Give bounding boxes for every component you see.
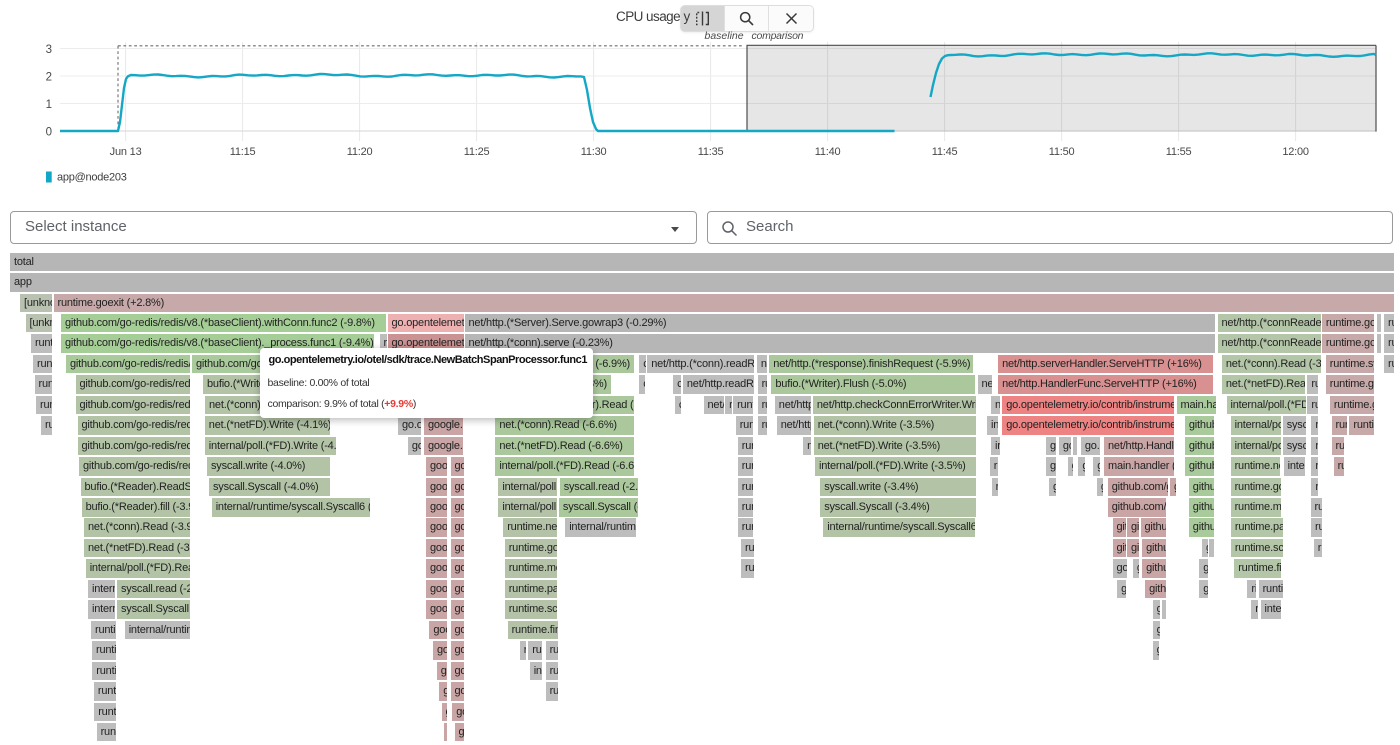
- svg-text:11:45: 11:45: [932, 146, 958, 158]
- svg-text:11:35: 11:35: [698, 146, 724, 158]
- svg-text:12:00: 12:00: [1282, 146, 1309, 158]
- svg-text:11:55: 11:55: [1166, 146, 1192, 158]
- svg-text:app@node203: app@node203: [57, 172, 127, 184]
- svg-text:2: 2: [46, 72, 52, 84]
- svg-text:11:20: 11:20: [347, 146, 373, 158]
- svg-text:11:15: 11:15: [230, 146, 256, 158]
- svg-text:Jun 13: Jun 13: [110, 146, 142, 158]
- svg-text:11:30: 11:30: [581, 146, 607, 158]
- svg-text:1: 1: [46, 99, 52, 111]
- svg-text:0: 0: [46, 127, 52, 139]
- svg-text:3: 3: [46, 44, 52, 56]
- svg-text:11:50: 11:50: [1049, 146, 1075, 158]
- svg-text:11:25: 11:25: [464, 146, 490, 158]
- svg-text:11:40: 11:40: [815, 146, 841, 158]
